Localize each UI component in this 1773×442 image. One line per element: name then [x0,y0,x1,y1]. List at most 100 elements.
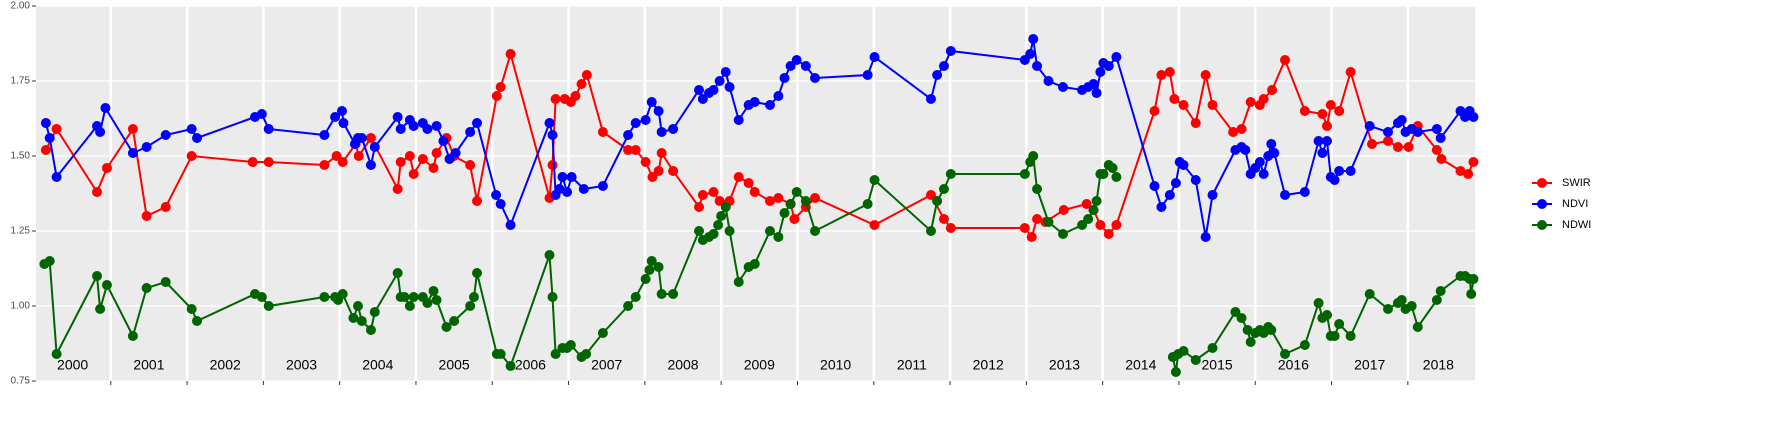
point [749,259,760,269]
point [791,187,802,197]
point [720,67,731,77]
point [40,118,51,128]
point [444,154,455,164]
point [51,172,62,182]
legend-label: NDVI [1562,198,1588,210]
point [1043,76,1054,86]
point [1236,313,1247,323]
point [623,130,634,140]
point [1245,337,1256,347]
point [1111,172,1122,182]
point [1103,61,1114,71]
point [1313,298,1324,308]
point [1083,214,1094,224]
point [395,157,406,167]
point [399,292,410,302]
year-label: 2018 [1423,357,1454,373]
point [697,94,708,104]
point [764,100,775,110]
point [557,172,568,182]
year-label: 2010 [820,357,851,373]
point [581,349,592,359]
point [653,106,664,116]
point [1267,85,1278,95]
point [1032,214,1043,224]
point [1321,121,1332,131]
point [547,160,558,170]
point [925,226,936,236]
point [1240,145,1251,155]
point [352,301,363,311]
point [1032,184,1043,194]
year-label: 2016 [1278,357,1309,373]
point [392,184,403,194]
point [431,121,442,131]
point [1095,220,1106,230]
point [365,325,376,335]
point [51,349,62,359]
year-label: 2004 [362,357,393,373]
point [1111,220,1122,230]
point [441,322,452,332]
point [1190,118,1201,128]
point [491,91,502,101]
point [565,340,576,350]
point [348,313,359,323]
point [337,157,348,167]
point [1436,154,1447,164]
point [40,145,51,155]
point [336,106,347,116]
point [160,277,171,287]
point [505,220,516,230]
point [800,61,811,71]
point [668,166,679,176]
point [472,268,483,278]
point [623,301,634,311]
point [646,97,657,107]
point [353,151,364,161]
point [365,160,376,170]
point [1170,178,1181,188]
point [862,70,873,80]
point [1178,100,1189,110]
point [319,292,330,302]
point [1299,187,1310,197]
point [1269,148,1280,158]
point [1164,67,1175,77]
point [773,193,784,203]
legend-key-point [1537,178,1547,188]
point [597,328,608,338]
point [1245,97,1256,107]
point [438,136,449,146]
point [1455,166,1466,176]
point [1088,79,1099,89]
point [714,76,725,86]
point [505,361,516,371]
point [319,160,330,170]
point [869,220,880,230]
point [1103,229,1114,239]
point [1396,295,1407,305]
point [656,127,667,137]
point [127,124,138,134]
year-label: 2007 [591,357,622,373]
point [1026,232,1037,242]
point [945,169,956,179]
point [544,118,555,128]
point [160,202,171,212]
point [1466,289,1477,299]
point [576,79,587,89]
point [1207,190,1218,200]
point [708,85,719,95]
point [1156,70,1167,80]
point [733,115,744,125]
point [331,151,342,161]
point [581,70,592,80]
point [395,124,406,134]
point [422,298,433,308]
point [338,118,349,128]
point [1095,67,1106,77]
point [1463,169,1474,179]
point [44,133,55,143]
